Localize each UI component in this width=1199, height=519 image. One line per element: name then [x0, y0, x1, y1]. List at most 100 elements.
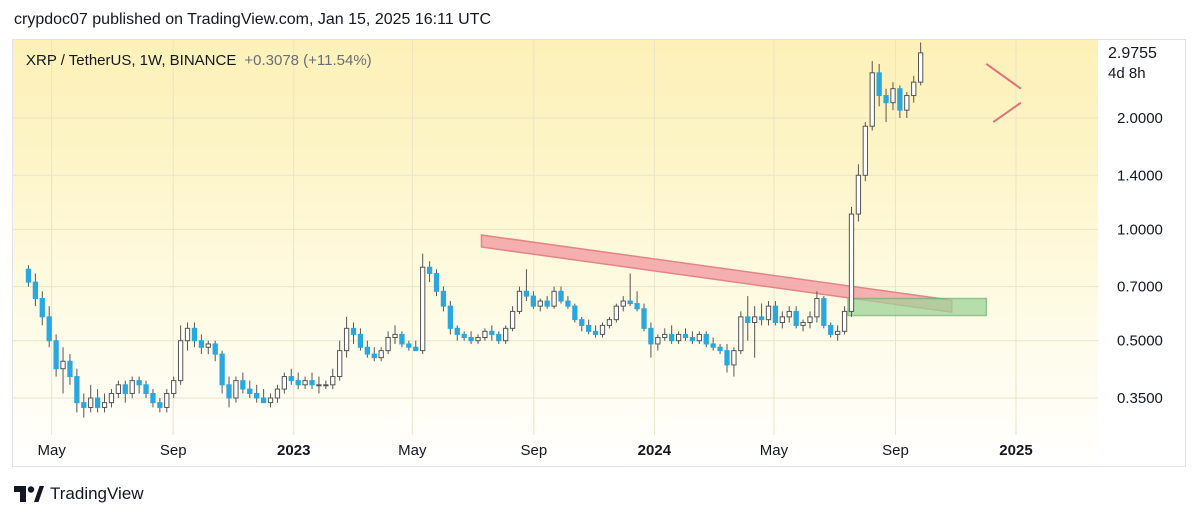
- candle-down: [254, 392, 260, 399]
- candle-down: [682, 333, 689, 339]
- x-tick-label: Sep: [882, 442, 909, 459]
- candle-down: [240, 380, 246, 390]
- candlestick-chart[interactable]: May Sep 2023 May Sep 2024 May Sep 2025 0.3500 0.50…: [13, 40, 1186, 467]
- candle-up: [60, 360, 66, 370]
- symbol-change: +0.3078 (+11.54%): [244, 52, 372, 69]
- candle-up: [696, 333, 702, 342]
- candle-up: [662, 333, 668, 339]
- x-tick-label: 2024: [638, 442, 672, 459]
- candle-up: [869, 72, 875, 127]
- candle-down: [150, 392, 156, 404]
- candle-up: [613, 305, 619, 321]
- candle-down: [710, 343, 716, 348]
- candle-down: [74, 376, 80, 404]
- candle-up: [786, 310, 792, 318]
- candle-down: [461, 333, 467, 339]
- candle-up: [330, 376, 336, 386]
- candle-down: [883, 95, 889, 104]
- candle-down: [572, 305, 578, 321]
- candle-down: [39, 298, 45, 318]
- candle-down: [876, 72, 882, 97]
- candle-down: [198, 340, 205, 348]
- candle-up: [841, 310, 848, 332]
- y-tick-label: 0.3500: [1117, 390, 1163, 407]
- candle-up: [738, 316, 744, 352]
- candle-down: [447, 305, 453, 329]
- candle-up: [904, 95, 910, 111]
- candle-down: [357, 333, 364, 348]
- candle-down: [433, 272, 440, 292]
- candle-down: [226, 384, 232, 399]
- x-tick-label: May: [38, 442, 67, 459]
- candle-down: [586, 324, 592, 332]
- candle-up: [475, 337, 481, 342]
- y-tick-label: 2.0000: [1117, 110, 1163, 127]
- candle-up: [765, 305, 772, 321]
- candle-up: [343, 327, 350, 352]
- candle-up: [233, 380, 239, 399]
- candle-down: [724, 350, 730, 366]
- candle-down: [793, 310, 799, 326]
- publish-info: crypdoc07 published on TradingView.com, …: [14, 11, 492, 28]
- y-tick-label: 0.7000: [1117, 279, 1163, 296]
- candle-down: [496, 333, 502, 342]
- candle-down: [717, 346, 723, 352]
- tradingview-brand-label: TradingView: [50, 484, 144, 503]
- candle-down: [558, 290, 564, 302]
- candle-up: [918, 52, 924, 83]
- candle-up: [385, 337, 391, 352]
- chart-container[interactable]: May Sep 2023 May Sep 2024 May Sep 2025 0.3500 0.50…: [12, 39, 1186, 467]
- candle-down: [544, 300, 550, 307]
- candle-down: [454, 327, 460, 335]
- candle-up: [855, 174, 862, 215]
- candle-down: [81, 402, 87, 408]
- candle-down: [440, 290, 447, 307]
- last-price: 2.9755: [1108, 45, 1157, 62]
- x-tick-label: Sep: [520, 442, 547, 459]
- candle-down: [46, 316, 52, 342]
- candle-up: [814, 298, 820, 318]
- candle-up: [171, 380, 177, 394]
- candle-down: [897, 88, 903, 111]
- candle-down: [25, 268, 32, 283]
- candle-up: [482, 330, 488, 339]
- candle-up: [108, 392, 115, 404]
- candle-down: [489, 330, 495, 335]
- candle-up: [731, 350, 737, 366]
- candle-up: [655, 337, 661, 345]
- candle-up: [177, 340, 184, 382]
- candle-down: [295, 380, 301, 386]
- candle-up: [323, 384, 329, 387]
- candle-up: [274, 388, 281, 399]
- candle-down: [641, 308, 647, 329]
- candle-down: [67, 360, 73, 378]
- symbol-legend: XRP / TetherUS, 1W, BINANCE +0.3078 (+11.…: [26, 52, 372, 69]
- candle-up: [378, 350, 384, 359]
- candle-up: [316, 384, 322, 387]
- candle-down: [689, 337, 696, 342]
- candle-down: [309, 380, 315, 386]
- x-tick-label: May: [398, 442, 427, 459]
- candle-down: [371, 353, 377, 359]
- candle-up: [800, 321, 806, 326]
- candle-down: [157, 402, 163, 408]
- candle-up: [337, 350, 343, 378]
- x-tick-label: May: [760, 442, 789, 459]
- symbol-name: XRP / TetherUS, 1W, BINANCE: [26, 52, 237, 69]
- consolidation-box: [847, 297, 988, 317]
- candle-down: [634, 303, 640, 310]
- price-scale[interactable]: [1098, 40, 1185, 466]
- pennant-lower: [992, 101, 1022, 123]
- x-tick-label: Sep: [160, 442, 187, 459]
- candle-down: [288, 376, 294, 382]
- candle-down: [758, 316, 765, 321]
- tradingview-logo-icon: [14, 486, 44, 502]
- candle-down: [406, 343, 412, 348]
- tradingview-brand[interactable]: TradingView: [14, 484, 144, 504]
- candle-down: [143, 384, 149, 394]
- candle-up: [392, 333, 398, 339]
- candle-down: [364, 346, 370, 355]
- candle-down: [212, 343, 218, 355]
- candle-up: [911, 81, 917, 97]
- candle-up: [184, 327, 191, 342]
